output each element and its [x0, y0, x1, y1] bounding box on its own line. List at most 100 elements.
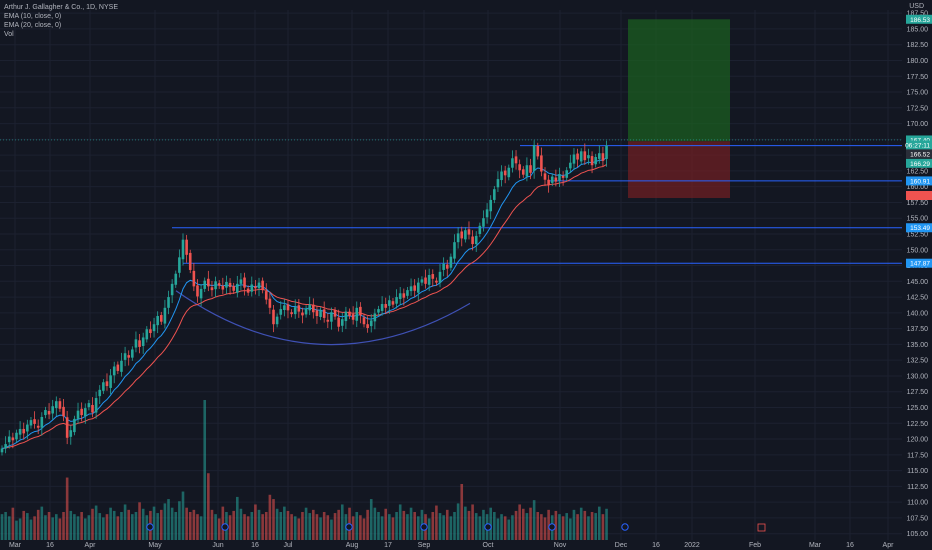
price-label-tag: [906, 14, 932, 24]
volume-bar: [76, 516, 80, 540]
y-axis-tick-label: 135.00: [907, 342, 929, 349]
candle-body: [442, 263, 445, 270]
candle-body: [435, 280, 438, 283]
volume-bar: [199, 516, 203, 540]
candle-body: [431, 274, 435, 279]
volume-bar: [264, 512, 268, 540]
volume-bar: [268, 494, 272, 540]
volume-bar: [221, 506, 225, 540]
volume-bar: [438, 513, 442, 540]
volume-bar: [579, 507, 583, 540]
candle-body: [225, 281, 228, 288]
price-label-tag: [906, 258, 932, 268]
volume-bar: [159, 509, 163, 540]
candle-body: [221, 285, 225, 290]
candle-body: [116, 364, 120, 371]
candle-body: [507, 167, 511, 178]
candle-body: [337, 317, 340, 327]
volume-bar: [449, 516, 453, 540]
price-label-text: 166.52: [910, 151, 930, 158]
candle-body: [543, 173, 547, 180]
volume-bar: [297, 518, 301, 540]
candle-body: [149, 329, 152, 334]
candle-body: [268, 298, 272, 308]
volume-bar: [217, 518, 221, 540]
candle-body: [102, 382, 105, 391]
candle-body: [605, 145, 608, 159]
volume-bar: [445, 509, 449, 540]
ema-20-indicator-label[interactable]: EMA (20, close, 0): [4, 22, 62, 29]
candle-body: [496, 179, 500, 188]
volume-bar: [304, 507, 308, 540]
candle-body: [76, 410, 80, 419]
candle-body: [503, 170, 507, 176]
volume-bar: [257, 509, 261, 540]
volume-bar: [29, 519, 33, 540]
price-label-tag: [906, 158, 932, 168]
x-axis-tick-label: Nov: [554, 542, 567, 549]
candle-body: [159, 315, 163, 322]
candle-body: [275, 316, 279, 325]
volume-bar: [518, 504, 521, 540]
candle-body: [511, 158, 514, 168]
candle-body: [471, 236, 474, 245]
candle-body: [185, 239, 188, 255]
y-axis-tick-label: 172.50: [907, 105, 929, 112]
volume-bar: [500, 514, 503, 540]
volume-bar: [431, 512, 435, 540]
price-label-tag: [906, 176, 932, 186]
volume-bar: [435, 505, 438, 540]
volume-bar: [474, 513, 478, 540]
volume-bar: [362, 518, 366, 540]
candle-body: [196, 285, 199, 297]
ema-10-line: [1, 157, 607, 450]
volume-bar: [131, 514, 134, 540]
volume-bar: [388, 514, 391, 540]
volume-bar: [69, 510, 73, 540]
candle-body: [438, 271, 442, 283]
volume-bar: [330, 519, 333, 540]
volume-indicator-label[interactable]: Vol: [4, 31, 14, 38]
volume-bar: [134, 512, 138, 540]
candle-body: [254, 286, 257, 289]
ema-10-indicator-label[interactable]: EMA (10, close, 0): [4, 13, 62, 20]
symbol-title[interactable]: Arthur J. Gallagher & Co., 1D, NYSE: [4, 4, 118, 11]
volume-bar: [507, 519, 511, 540]
candle-body: [420, 279, 424, 283]
candle-body: [366, 324, 369, 328]
volume-bar: [105, 514, 109, 540]
volume-bar: [590, 512, 594, 540]
volume-bar: [170, 507, 174, 540]
candle-body: [217, 283, 221, 286]
price-label-tag: [906, 223, 932, 233]
earnings-marker-icon: [621, 523, 629, 531]
earnings-marker-icon: [221, 523, 229, 531]
volume-bar: [250, 512, 254, 540]
candle-body: [55, 401, 58, 409]
candle-body: [521, 169, 525, 175]
volume-bar: [7, 516, 11, 540]
volume-bar: [62, 512, 65, 540]
volume-bar: [196, 514, 199, 540]
candle-body: [554, 177, 558, 182]
candle-body: [326, 319, 330, 322]
volume-bar: [503, 516, 507, 540]
volume-bar: [123, 504, 127, 540]
candle-body: [518, 164, 521, 171]
volume-bar: [402, 510, 406, 540]
y-axis-tick-label: 157.50: [907, 200, 929, 207]
candle-body: [594, 157, 597, 165]
volume-bar: [51, 517, 54, 540]
x-axis-tick-label: 16: [652, 542, 660, 549]
candle-body: [290, 312, 293, 315]
candle-body: [348, 311, 351, 317]
candle-body: [402, 293, 406, 298]
candle-body: [359, 306, 362, 316]
y-axis-tick-label: 122.50: [907, 421, 929, 428]
candle-body: [214, 281, 217, 290]
volume-bar: [116, 516, 120, 540]
volume-bar: [511, 515, 514, 540]
volume-bar: [26, 513, 29, 540]
